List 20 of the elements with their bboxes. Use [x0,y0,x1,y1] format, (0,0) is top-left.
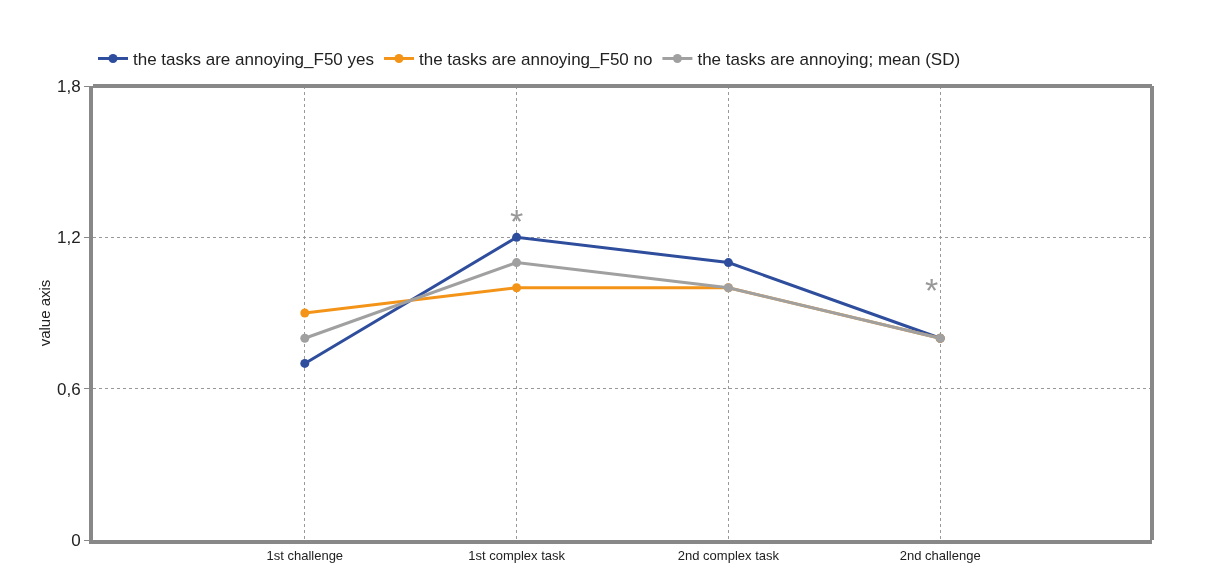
point [723,258,733,268]
annotation: * [925,271,939,309]
y-tick-label: 0 [71,530,81,550]
point [512,232,522,242]
legend-label: the tasks are annoying_F50 yes [133,50,374,70]
point [300,358,310,368]
y-tick-label: 1,2 [56,228,81,248]
y-axis-title: value axis [36,279,53,347]
legend-label: the tasks are annoying_F50 no [418,50,653,70]
legend-label: the tasks are annoying; mean (SD) [697,50,961,70]
y-tick-label: 1,8 [56,76,81,96]
x-tick-label: 2nd complex task [677,547,780,563]
point [300,333,310,343]
x-tick-label: 1st challenge [266,547,344,563]
point [300,308,310,318]
y-tick-label: 0,6 [56,379,81,399]
point [512,258,522,268]
x-tick-label: 2nd challenge [899,547,981,563]
point [512,283,522,293]
x-tick-label: 1st complex task [468,547,566,563]
